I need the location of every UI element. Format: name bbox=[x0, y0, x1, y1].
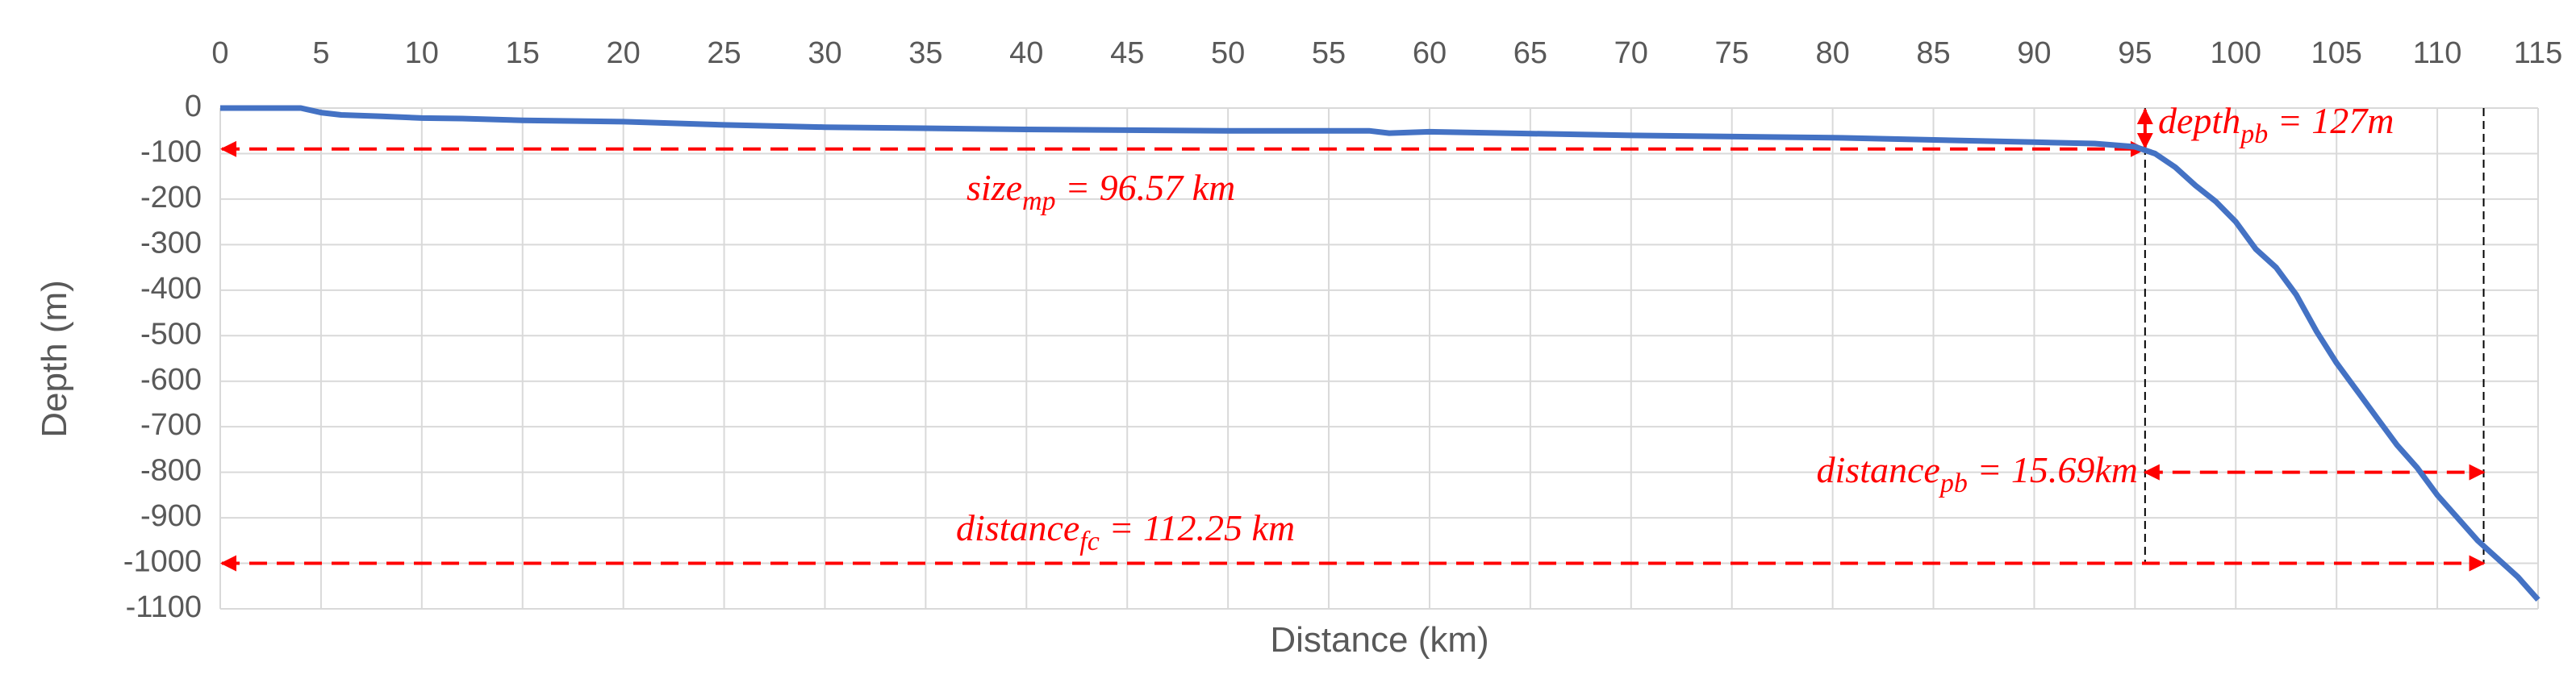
y-tick-label: -900 bbox=[140, 499, 202, 533]
x-tick-label: 55 bbox=[1312, 36, 1346, 70]
x-tick-label: 45 bbox=[1110, 36, 1144, 70]
y-axis-title: Depth (m) bbox=[35, 280, 74, 438]
annotation: distancefc = 112.25 km bbox=[956, 507, 1295, 556]
x-tick-label: 0 bbox=[211, 36, 228, 70]
annotation: sizemp = 96.57 km bbox=[967, 167, 1235, 216]
x-tick-label: 60 bbox=[1413, 36, 1447, 70]
y-tick-label: -600 bbox=[140, 363, 202, 397]
annotation-lines bbox=[220, 108, 2486, 572]
x-tick-label: 15 bbox=[506, 36, 540, 70]
x-tick-label: 85 bbox=[1916, 36, 1950, 70]
x-tick-label: 65 bbox=[1513, 36, 1547, 70]
y-tick-label: -400 bbox=[140, 272, 202, 306]
x-tick-label: 95 bbox=[2118, 36, 2152, 70]
x-tick-label: 50 bbox=[1211, 36, 1245, 70]
x-tick-label: 100 bbox=[2211, 36, 2261, 70]
y-tick-label: -1000 bbox=[123, 545, 202, 579]
y-tick-label: -1100 bbox=[126, 590, 202, 624]
annotation: distancepb = 15.69km bbox=[1817, 449, 2138, 498]
y-tick-label: -300 bbox=[140, 226, 202, 260]
x-tick-label: 40 bbox=[1009, 36, 1043, 70]
x-tick-label: 110 bbox=[2413, 36, 2462, 70]
y-tick-label: 0 bbox=[185, 90, 202, 123]
y-tick-label: -700 bbox=[140, 408, 202, 442]
x-tick-label: 115 bbox=[2514, 36, 2563, 70]
x-axis-title: Distance (km) bbox=[1270, 620, 1488, 660]
x-tick-label: 35 bbox=[908, 36, 942, 70]
data-line bbox=[220, 105, 2541, 602]
y-tick-label: -800 bbox=[140, 454, 202, 488]
y-tick-label: -500 bbox=[140, 317, 202, 351]
x-tick-label: 20 bbox=[607, 36, 641, 70]
x-tick-label: 30 bbox=[808, 36, 841, 70]
plot-area bbox=[220, 105, 2541, 602]
x-tick-label: 105 bbox=[2311, 36, 2361, 70]
x-tick-label: 5 bbox=[312, 36, 329, 70]
x-tick-label: 90 bbox=[2017, 36, 2051, 70]
x-tick-label: 75 bbox=[1715, 36, 1749, 70]
x-tick-label: 70 bbox=[1614, 36, 1648, 70]
annotation: depthpb = 127m bbox=[2158, 100, 2394, 149]
y-tick-label: -100 bbox=[140, 135, 202, 169]
x-tick-label: 10 bbox=[405, 36, 439, 70]
y-tick-label: -200 bbox=[140, 181, 202, 215]
x-tick-label: 25 bbox=[707, 36, 741, 70]
x-tick-label: 80 bbox=[1815, 36, 1849, 70]
